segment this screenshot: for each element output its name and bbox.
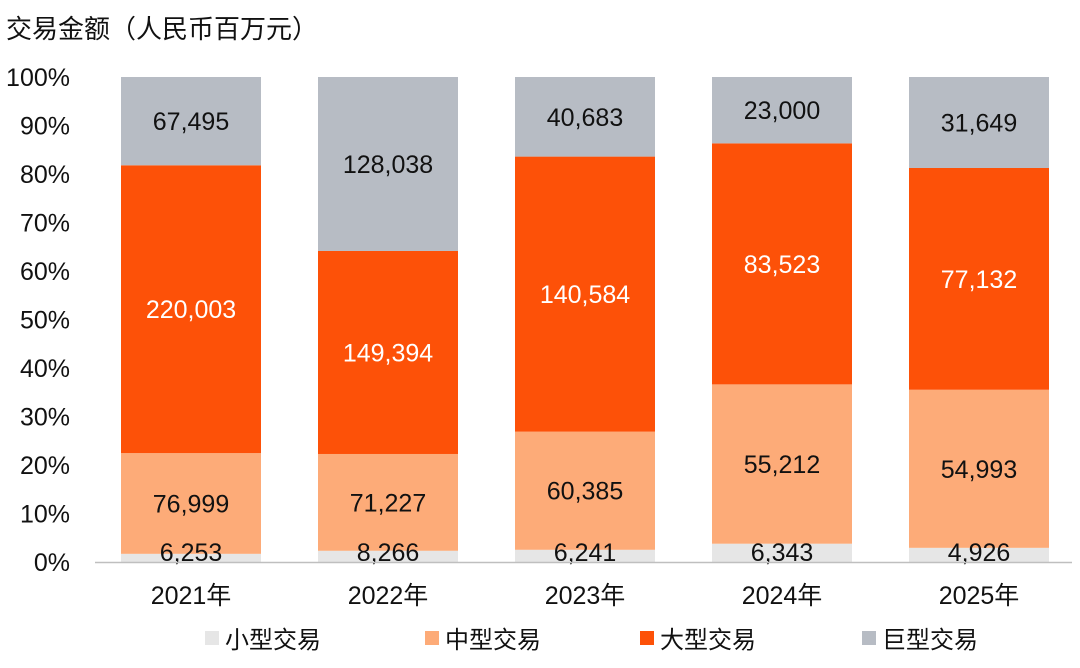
bar-segment <box>712 543 852 562</box>
y-tick-label: 40% <box>20 355 70 383</box>
data-label: 60,385 <box>547 478 623 506</box>
x-tick-label: 2022年 <box>348 582 429 610</box>
bar-segment <box>121 165 261 454</box>
legend-swatch <box>205 631 219 645</box>
data-label: 71,227 <box>350 489 426 517</box>
y-tick-label: 100% <box>6 64 70 92</box>
y-tick-label: 10% <box>20 501 70 529</box>
y-tick-label: 90% <box>20 113 70 141</box>
y-tick-label: 30% <box>20 404 70 432</box>
data-label: 31,649 <box>941 109 1017 137</box>
x-tick-label: 2024年 <box>742 582 823 610</box>
legend-swatch <box>640 631 654 645</box>
bar-segment <box>318 550 458 562</box>
data-label: 40,683 <box>547 104 623 132</box>
data-label: 67,495 <box>153 108 229 136</box>
bar-segment <box>515 549 655 562</box>
data-label: 220,003 <box>146 296 236 324</box>
bar-segment <box>909 167 1049 390</box>
bar-segment <box>318 250 458 454</box>
bar-segment <box>712 384 852 544</box>
y-tick-label: 20% <box>20 452 70 480</box>
y-tick-label: 80% <box>20 161 70 189</box>
legend-label: 巨型交易 <box>882 627 978 654</box>
legend-label: 大型交易 <box>660 627 756 654</box>
data-label: 77,132 <box>941 266 1017 294</box>
y-tick-label: 60% <box>20 258 70 286</box>
data-label: 83,523 <box>744 251 820 279</box>
y-tick-label: 50% <box>20 307 70 335</box>
bar-segment <box>318 77 458 251</box>
y-tick-label: 0% <box>34 549 70 577</box>
chart-title: 交易金额（人民币百万元） <box>6 14 318 44</box>
y-axis: 0% 10% 20% 30% 40% 50% 60% 70% 80% 90% 100% <box>6 64 70 577</box>
y-tick-label: 70% <box>20 210 70 238</box>
legend-label: 中型交易 <box>445 627 541 654</box>
bar-segment <box>909 389 1049 548</box>
bar-segment <box>515 431 655 550</box>
bar-segment <box>712 143 852 385</box>
x-tick-label: 2021年 <box>151 582 232 610</box>
legend-swatch <box>425 631 439 645</box>
bar-segment <box>121 77 261 166</box>
data-label: 54,993 <box>941 456 1017 484</box>
data-label: 23,000 <box>744 97 820 125</box>
x-axis: 2021年 2022年 2023年 2024年 2025年 <box>95 561 1072 610</box>
bar-segment <box>515 77 655 157</box>
legend-label: 小型交易 <box>225 627 321 654</box>
x-tick-label: 2025年 <box>939 582 1020 610</box>
bars <box>121 77 1049 562</box>
bar-segment <box>712 77 852 144</box>
data-label: 140,584 <box>540 281 630 309</box>
legend-swatch <box>862 631 876 645</box>
x-tick-label: 2023年 <box>545 582 626 610</box>
bar-segment <box>909 547 1049 562</box>
legend: 小型交易 中型交易 大型交易 巨型交易 <box>205 627 978 654</box>
data-label: 149,394 <box>343 339 433 367</box>
bar-segment <box>121 453 261 554</box>
bar-segment <box>515 156 655 432</box>
data-label: 128,038 <box>343 151 433 179</box>
data-label: 55,212 <box>744 451 820 479</box>
bar-segment <box>121 553 261 562</box>
data-label: 76,999 <box>153 490 229 518</box>
bar-segment <box>909 77 1049 168</box>
bar-segment <box>318 453 458 551</box>
